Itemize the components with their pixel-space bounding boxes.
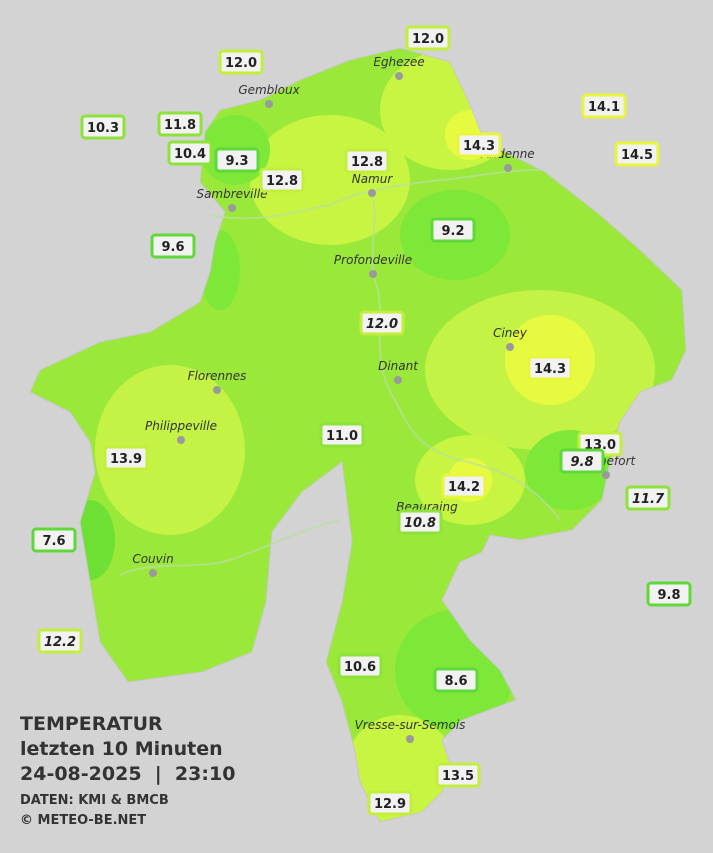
station-box: [527, 355, 573, 381]
station-value: 10.4: [174, 147, 206, 162]
station-box: [614, 141, 660, 167]
city-dot: [213, 386, 221, 394]
station-value: 10.6: [344, 660, 376, 675]
station-box: [559, 448, 605, 474]
station-box: [218, 49, 264, 75]
city-label: Ciney: [493, 326, 528, 340]
station-value: 9.6: [161, 240, 184, 255]
station-box: [319, 422, 365, 448]
station-box: [167, 140, 213, 166]
station-box: [581, 93, 627, 119]
station-box: [157, 111, 203, 137]
station-value: 9.2: [441, 224, 464, 239]
city-dot: [395, 72, 403, 80]
legend-block: TEMPERATUR letzten 10 Minuten 24-08-2025…: [20, 713, 235, 828]
city-dot: [602, 471, 610, 479]
station-value: 11.8: [164, 118, 196, 133]
station-value: 9.8: [570, 455, 593, 470]
station-value: 14.3: [463, 139, 495, 154]
timestamp: 24-08-2025 | 23:10: [20, 763, 235, 785]
city-label: Eghezee: [373, 55, 424, 69]
station-box: [625, 485, 671, 511]
station-box: [31, 527, 77, 553]
station-box: [646, 581, 692, 607]
city-dot: [228, 204, 236, 212]
title: TEMPERATUR: [20, 713, 163, 735]
station-value: 13.5: [442, 769, 474, 784]
station-box: [150, 233, 196, 259]
city-label: Couvin: [132, 552, 173, 566]
station-value: 12.8: [351, 155, 383, 170]
station-value: 14.1: [588, 100, 620, 115]
station-box: [103, 445, 149, 471]
station-value: 11.0: [326, 429, 358, 444]
cities: EghezeeGemblouxAndenneNamurSambrevillePr…: [132, 55, 637, 743]
station-box: [433, 667, 479, 693]
station-box: [441, 473, 487, 499]
station-value: 12.0: [225, 56, 257, 71]
city-dot: [406, 735, 414, 743]
station-box: [397, 509, 443, 535]
stations: 12.0 12.0 10.3 11.8 10.4 9.3 12.8 12.8 14.1 14.3 1…: [31, 25, 692, 816]
city-label: Sambreville: [196, 187, 267, 201]
city-dot: [265, 100, 273, 108]
city-label: Vresse-sur-Semois: [355, 718, 466, 732]
station-value: 12.2: [44, 635, 76, 650]
station-box: [214, 147, 260, 173]
city-dot: [504, 164, 512, 172]
city-label: Gembloux: [238, 83, 300, 97]
station-value: 12.8: [266, 174, 298, 189]
rivers: [119, 169, 561, 576]
station-value: 14.3: [534, 362, 566, 377]
city-dot: [506, 343, 514, 351]
station-value: 12.9: [374, 797, 406, 812]
station-box: [430, 217, 476, 243]
station-value: 10.8: [404, 516, 436, 531]
city-dot: [177, 436, 185, 444]
station-value: 10.3: [87, 121, 119, 136]
station-value: 12.0: [412, 32, 444, 47]
station-value: 12.0: [366, 317, 398, 332]
city-label: Dinant: [378, 359, 419, 373]
city-label: Profondeville: [334, 253, 412, 267]
city-label: Florennes: [188, 369, 247, 383]
city-dot: [368, 189, 376, 197]
station-value: 9.8: [657, 588, 680, 603]
station-box: [405, 25, 451, 51]
station-box: [456, 132, 502, 158]
station-value: 14.2: [448, 480, 480, 495]
station-value: 9.3: [225, 154, 248, 169]
city-dot: [149, 569, 157, 577]
station-box: [37, 628, 83, 654]
source: DATEN: KMI & BMCB: [20, 793, 169, 808]
station-box: [359, 310, 405, 336]
city-dot: [369, 270, 377, 278]
station-value: 11.7: [632, 492, 665, 507]
station-box: [435, 762, 481, 788]
station-value: 14.5: [621, 148, 653, 163]
station-box: [80, 114, 126, 140]
copyright: © METEO-BE.NET: [20, 813, 146, 828]
station-value: 7.6: [42, 534, 65, 549]
station-value: 8.6: [444, 674, 467, 689]
station-box: [259, 167, 305, 193]
station-value: 13.9: [110, 452, 142, 467]
station-box: [344, 148, 390, 174]
city-label: Philippeville: [145, 419, 217, 433]
station-box: [367, 790, 413, 816]
city-label: Namur: [352, 172, 394, 186]
subtitle: letzten 10 Minuten: [20, 738, 223, 760]
city-dot: [394, 376, 402, 384]
station-box: [337, 653, 383, 679]
